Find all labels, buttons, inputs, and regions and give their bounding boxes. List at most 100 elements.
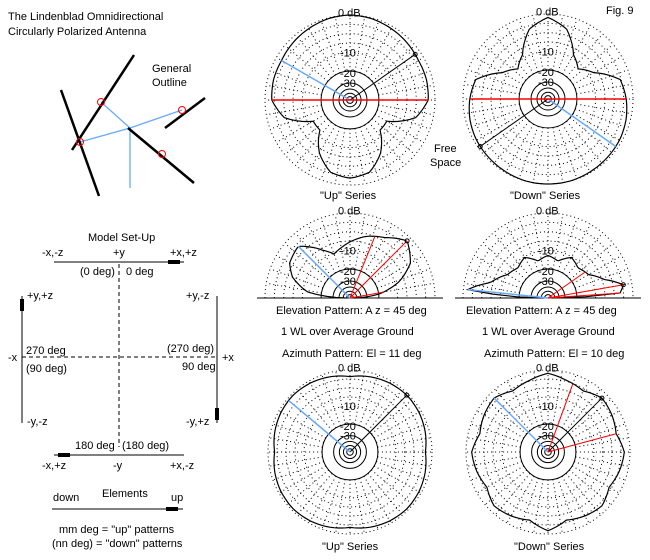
grid-spoke xyxy=(464,83,520,95)
ring-label: 0 dB xyxy=(338,363,361,375)
caption: "Up" Series xyxy=(320,190,377,202)
grid-spoke xyxy=(532,15,544,71)
grid-spoke xyxy=(376,268,431,289)
grid-spoke xyxy=(532,214,544,270)
polar-plot-azimuth-up-el11: 0 dB -10 -20-30 xyxy=(267,363,433,535)
grid-spoke xyxy=(374,57,424,86)
grid-spoke xyxy=(371,398,414,435)
grid-spoke xyxy=(482,43,527,81)
polar-plot-elevation-down: 0 dB -10 -20-30 xyxy=(455,205,641,299)
red-angle-line xyxy=(349,291,384,299)
grid-spoke xyxy=(492,33,530,78)
title-line1: The Lindenblad Omnidirectional xyxy=(8,11,163,23)
label: 270 deg xyxy=(26,345,66,357)
ring-label: -10 xyxy=(538,46,554,58)
grid-spoke xyxy=(574,108,629,129)
label: -x,+z xyxy=(42,460,66,472)
max-gain-line xyxy=(547,397,603,453)
grid-spoke xyxy=(566,232,604,277)
grid-spoke xyxy=(552,214,564,270)
grid-spoke xyxy=(364,224,393,274)
grid-spoke xyxy=(359,217,380,272)
grid-spoke xyxy=(470,423,522,443)
grid-spoke xyxy=(484,398,527,435)
ring-label: -10 xyxy=(340,245,356,257)
grid-spoke xyxy=(566,120,604,165)
grid-spoke xyxy=(374,114,424,143)
grid-spoke xyxy=(378,84,434,96)
polar-plot-free-space-azimuth-down: 0 dB -10 -20-30 xyxy=(462,6,634,185)
grid-ring-solid xyxy=(346,448,354,456)
grid-spoke xyxy=(572,113,622,142)
grid-ring-dotted xyxy=(276,378,424,526)
grid-spoke xyxy=(518,18,539,73)
grid-spoke xyxy=(562,123,591,173)
max-gain-marker xyxy=(620,282,626,288)
grid-spoke xyxy=(557,18,578,73)
grid-spoke xyxy=(359,478,379,530)
grid-spoke xyxy=(552,15,564,71)
ring-label: 0 dB xyxy=(536,363,559,375)
grid-spoke xyxy=(464,103,520,115)
grid-ring-solid xyxy=(332,280,368,299)
grid-spoke xyxy=(276,255,326,284)
outline-label: Outline xyxy=(152,77,187,89)
grid-spoke xyxy=(284,242,329,280)
grid-spoke xyxy=(368,34,406,79)
label: down xyxy=(53,492,79,504)
ring-label: 0 dB xyxy=(536,205,559,217)
red-angle-line xyxy=(349,236,376,299)
grid-spoke xyxy=(569,43,614,81)
grid-spoke xyxy=(284,118,329,156)
ring-label: -20 xyxy=(340,421,356,433)
grid-spoke xyxy=(284,44,329,82)
max-gain-marker xyxy=(412,51,418,57)
grid-ring-dotted xyxy=(294,396,406,508)
grid-spoke xyxy=(359,126,380,181)
grid-spoke xyxy=(376,109,431,130)
caption: 1 WL over Average Ground xyxy=(281,326,414,338)
grid-spoke xyxy=(474,255,524,284)
polar-plot-elevation-up: 0 dB -10 -20-30 xyxy=(257,205,443,299)
pattern-trace xyxy=(465,254,625,299)
grid-spoke xyxy=(269,456,323,467)
caption: "Down" Series xyxy=(510,190,581,202)
grid-ring-solid xyxy=(536,286,560,299)
grid-spoke xyxy=(320,126,341,181)
ring-label: -20 xyxy=(538,421,554,433)
grid-ring-solid xyxy=(338,440,362,464)
grid-spoke xyxy=(467,268,522,289)
red-angle-line xyxy=(547,284,624,299)
grid-spoke xyxy=(376,423,428,443)
grid-spoke xyxy=(467,108,522,129)
ring-label: -30 xyxy=(538,77,554,89)
ring-label: -10 xyxy=(538,245,554,257)
ring-label: 0 dB xyxy=(338,205,361,217)
label: -y,+z xyxy=(186,416,209,428)
grid-spoke xyxy=(572,255,622,284)
grid-spoke xyxy=(269,70,324,91)
grid-ring-solid xyxy=(530,280,566,299)
ring-label: -20 xyxy=(538,67,554,79)
grid-ring-dotted xyxy=(501,405,595,499)
grid-spoke xyxy=(376,461,428,481)
ring-label: -10 xyxy=(538,401,554,413)
grid-spoke xyxy=(294,121,332,166)
blue-angle-line xyxy=(547,98,617,148)
setup-title: Model Set-Up xyxy=(88,232,155,244)
ring-label: 0 dB xyxy=(536,6,559,18)
label: +y,+z xyxy=(27,290,53,302)
label: -y,-z xyxy=(27,416,48,428)
grid-spoke xyxy=(532,127,544,183)
grid-spoke xyxy=(272,461,324,481)
grid-spoke xyxy=(294,232,332,277)
grid-spoke xyxy=(376,70,431,91)
caption: Azimuth Pattern: El = 11 deg xyxy=(282,348,422,360)
grid-ring-solid xyxy=(518,268,578,299)
polar-plot-free-space-azimuth-up: 0 dB -10 -20-30 xyxy=(264,7,436,186)
grid-ring-dotted xyxy=(474,378,622,526)
grid-spoke xyxy=(557,478,577,530)
ring-label: -30 xyxy=(340,276,356,288)
grid-ring-dotted xyxy=(492,396,604,508)
grid-spoke xyxy=(518,125,539,180)
